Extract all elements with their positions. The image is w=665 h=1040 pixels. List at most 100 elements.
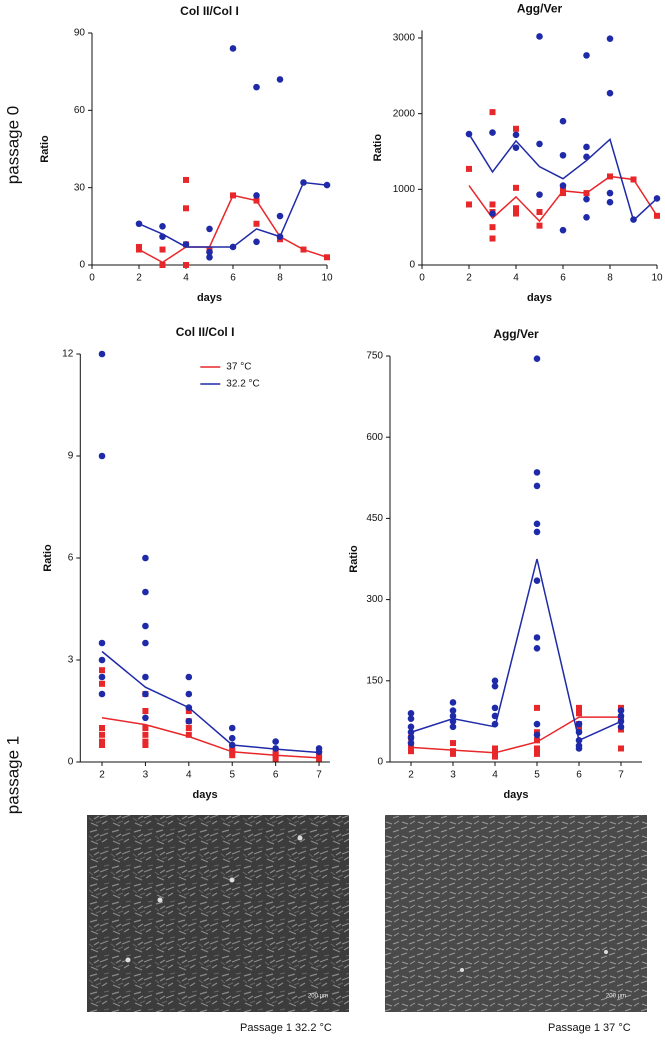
caption: Passage 1 37 °C bbox=[548, 1022, 631, 1034]
point bbox=[534, 745, 540, 752]
mean-line bbox=[101, 717, 320, 759]
y-axis-label: Ratio bbox=[348, 545, 360, 573]
point bbox=[559, 117, 567, 125]
point bbox=[98, 639, 106, 647]
point bbox=[99, 738, 106, 745]
point bbox=[206, 225, 213, 233]
point bbox=[466, 201, 472, 208]
point bbox=[98, 673, 106, 681]
point bbox=[583, 195, 590, 203]
point bbox=[206, 253, 213, 261]
chart-title: Agg/Ver bbox=[493, 327, 539, 341]
point bbox=[159, 246, 166, 253]
point bbox=[183, 262, 189, 268]
point bbox=[489, 224, 496, 231]
point bbox=[276, 212, 284, 220]
point bbox=[276, 76, 284, 83]
point bbox=[606, 89, 614, 97]
y-tick-label: 750 bbox=[366, 351, 383, 362]
point bbox=[253, 238, 260, 246]
point bbox=[407, 734, 415, 741]
scale-bar-label: 200 µm bbox=[308, 994, 328, 1000]
point bbox=[99, 725, 106, 731]
point bbox=[533, 577, 541, 584]
y-tick-label: 1000 bbox=[393, 184, 416, 195]
point bbox=[228, 724, 236, 732]
point bbox=[99, 731, 106, 738]
x-tick-label: 7 bbox=[316, 770, 322, 781]
point bbox=[142, 673, 149, 681]
x-tick-label: 2 bbox=[408, 770, 414, 781]
point bbox=[534, 737, 540, 744]
point bbox=[560, 190, 566, 197]
point bbox=[228, 734, 236, 742]
point bbox=[489, 201, 496, 208]
point bbox=[559, 226, 567, 234]
x-tick-label: 8 bbox=[607, 273, 613, 284]
point bbox=[583, 214, 590, 221]
x-tick-label: 0 bbox=[419, 273, 425, 284]
x-tick-label: 5 bbox=[229, 770, 235, 781]
point bbox=[142, 708, 149, 714]
point bbox=[99, 742, 106, 748]
point bbox=[272, 755, 279, 762]
point bbox=[142, 731, 149, 738]
point bbox=[533, 469, 541, 476]
point bbox=[576, 704, 582, 711]
point bbox=[449, 699, 457, 706]
y-tick-label: 60 bbox=[74, 105, 86, 116]
point bbox=[316, 752, 323, 759]
point bbox=[229, 45, 237, 52]
x-tick-label: 2 bbox=[99, 770, 105, 781]
point bbox=[606, 198, 614, 206]
point bbox=[512, 131, 520, 139]
x-tick-label: 4 bbox=[183, 273, 189, 284]
point bbox=[98, 350, 106, 358]
chart-title: Col II/Col I bbox=[176, 325, 235, 339]
point bbox=[606, 35, 614, 43]
point bbox=[533, 482, 541, 490]
point bbox=[583, 143, 590, 151]
point bbox=[606, 189, 614, 197]
x-axis-label: days bbox=[527, 292, 552, 304]
y-tick-label: 0 bbox=[377, 757, 383, 768]
micrograph bbox=[385, 815, 647, 1012]
mean-line bbox=[138, 181, 328, 248]
point bbox=[466, 165, 472, 172]
y-tick-label: 3 bbox=[68, 655, 74, 666]
x-tick-label: 8 bbox=[277, 273, 283, 284]
x-tick-label: 4 bbox=[186, 770, 192, 781]
mean-line bbox=[410, 716, 621, 754]
y-tick-label: 30 bbox=[74, 182, 86, 193]
point bbox=[533, 355, 541, 363]
cell-highlight bbox=[297, 835, 303, 841]
point bbox=[513, 205, 519, 212]
point bbox=[617, 712, 625, 720]
x-axis-label: days bbox=[503, 789, 528, 801]
x-tick-label: 6 bbox=[576, 770, 582, 781]
y-axis-label: Ratio bbox=[39, 135, 51, 163]
point bbox=[185, 673, 193, 681]
point bbox=[253, 220, 260, 227]
x-tick-label: 6 bbox=[230, 273, 236, 284]
point bbox=[513, 210, 519, 217]
point bbox=[185, 717, 193, 725]
y-tick-label: 300 bbox=[366, 594, 383, 605]
x-tick-label: 2 bbox=[466, 273, 472, 284]
point bbox=[534, 704, 540, 711]
point bbox=[575, 745, 583, 752]
point bbox=[185, 725, 192, 731]
point bbox=[142, 622, 149, 630]
x-tick-label: 6 bbox=[560, 273, 566, 284]
point bbox=[407, 739, 415, 747]
point bbox=[489, 210, 496, 217]
point bbox=[489, 129, 496, 136]
point bbox=[536, 222, 543, 229]
point bbox=[533, 720, 541, 728]
point bbox=[575, 720, 583, 728]
point bbox=[491, 704, 499, 712]
point bbox=[513, 125, 519, 132]
x-tick-label: 7 bbox=[618, 770, 624, 781]
y-tick-label: 6 bbox=[68, 553, 74, 564]
y-tick-label: 2000 bbox=[393, 108, 416, 119]
